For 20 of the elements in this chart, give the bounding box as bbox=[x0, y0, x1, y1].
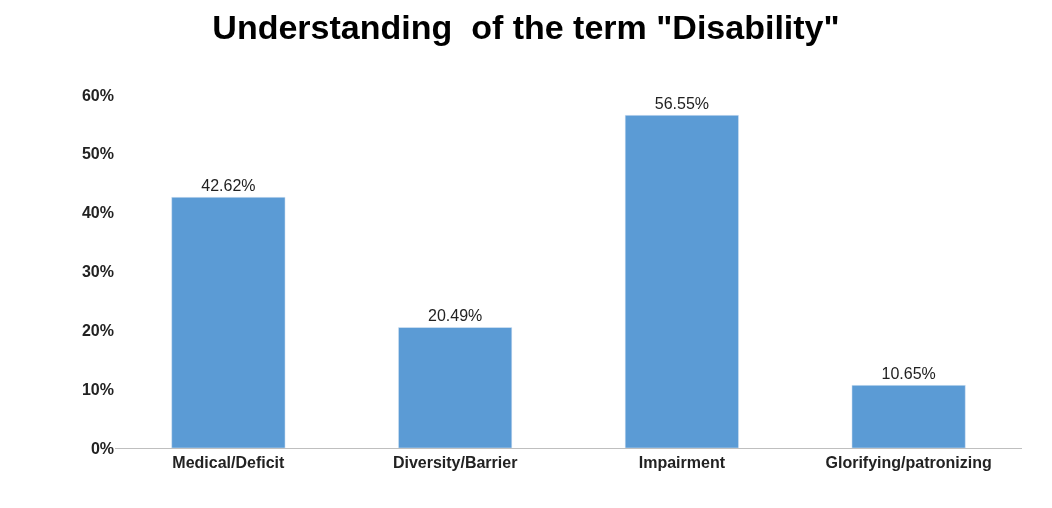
data-label: 56.55% bbox=[654, 95, 710, 113]
bar bbox=[398, 327, 513, 448]
y-tick-label: 60% bbox=[81, 86, 114, 104]
y-tick-label: 20% bbox=[81, 321, 114, 339]
data-label: 10.65% bbox=[881, 365, 936, 383]
y-tick-label: 50% bbox=[81, 145, 114, 163]
data-label: 20.49% bbox=[427, 307, 483, 325]
y-tick-label: 40% bbox=[81, 204, 114, 222]
x-tick-label: Medical/Deficit bbox=[172, 454, 286, 472]
bar bbox=[624, 115, 739, 448]
data-label: 42.62% bbox=[201, 177, 256, 195]
y-tick-label: 0% bbox=[90, 439, 114, 457]
bar bbox=[171, 197, 286, 448]
x-tick-label: Diversity/Barrier bbox=[392, 454, 518, 472]
chart-title: Understanding of the term "Disability" bbox=[212, 8, 840, 47]
x-tick-label: Impairment bbox=[638, 454, 726, 472]
y-tick-label: 10% bbox=[81, 380, 114, 398]
bar bbox=[851, 385, 966, 448]
x-tick-label: Glorifying/patronizing bbox=[825, 454, 992, 472]
y-tick-label: 30% bbox=[81, 263, 114, 281]
